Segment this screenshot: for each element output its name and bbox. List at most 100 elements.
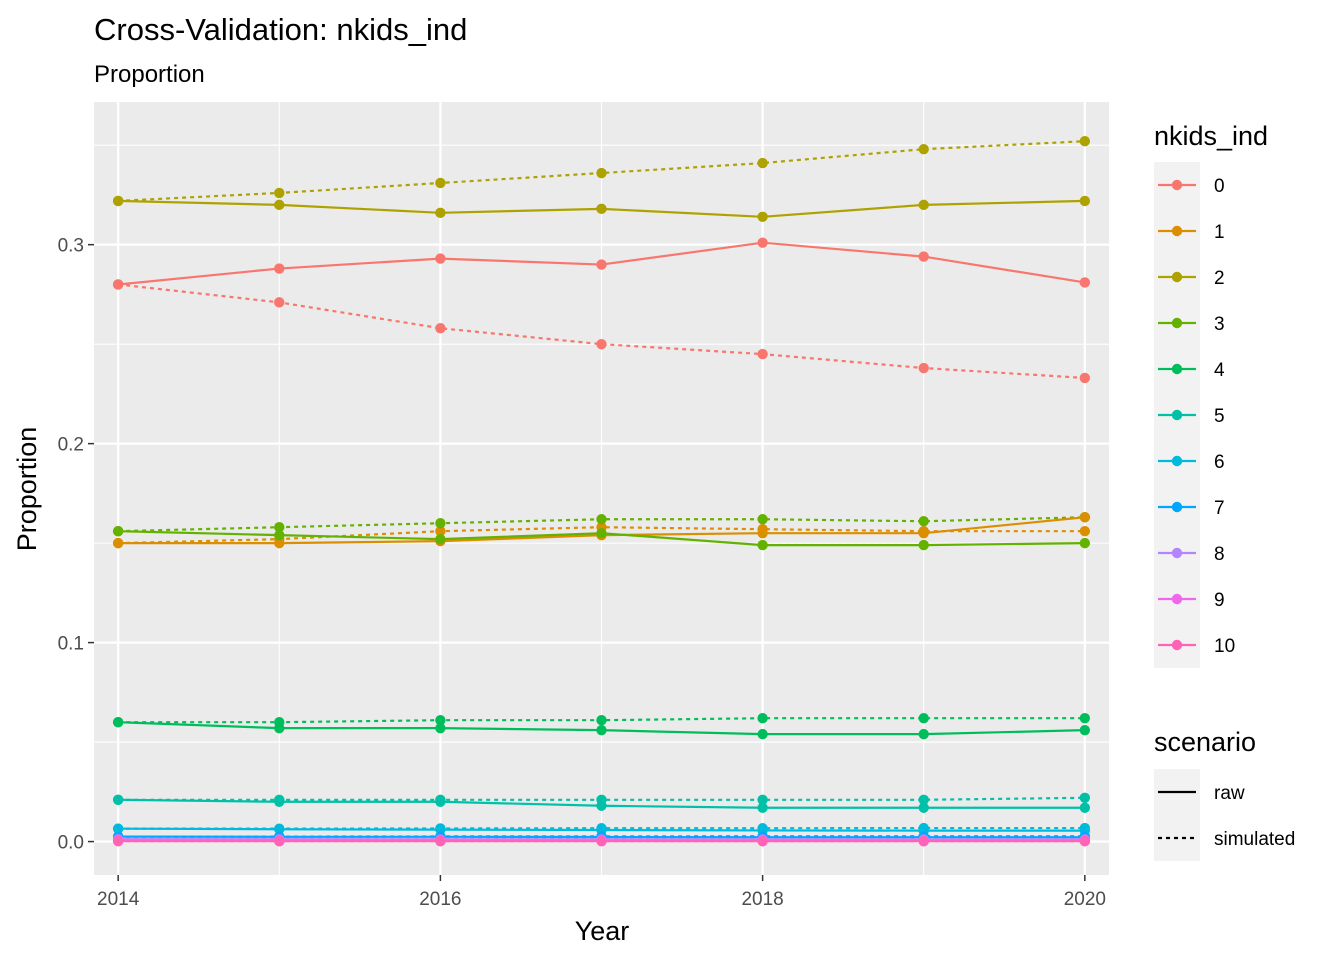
legend-label: 7: [1214, 498, 1225, 519]
color-legend: nkids_ind 0 1 2 3 4 5 6 7 8 9 10: [1154, 121, 1268, 668]
series-3-raw: [112, 525, 1091, 551]
data-point: [274, 529, 285, 541]
y-axis-title: Proportion: [12, 427, 42, 552]
data-point: [435, 177, 446, 189]
data-point: [274, 722, 285, 734]
legend-key-point: [1171, 501, 1183, 513]
legend-label: raw: [1214, 783, 1245, 804]
legend-item-simulated: simulated: [1154, 815, 1295, 861]
series-0-raw: [112, 237, 1091, 290]
data-point: [274, 537, 285, 549]
y-tick-label: 0.1: [58, 634, 84, 655]
data-point: [274, 835, 285, 847]
data-point: [1079, 277, 1091, 288]
data-point: [1079, 512, 1091, 523]
data-point: [1079, 724, 1091, 736]
x-tick-label: 2018: [741, 889, 783, 910]
legend-key-point: [1171, 639, 1183, 651]
data-point: [1079, 537, 1091, 549]
data-point: [112, 823, 124, 834]
legend-item-9: 9: [1154, 576, 1225, 622]
series-layer: [112, 135, 1091, 847]
data-point: [596, 203, 607, 215]
data-point: [1079, 195, 1091, 207]
data-point: [274, 521, 285, 533]
y-tick-label: 0.2: [58, 435, 84, 456]
x-tick-label: 2016: [419, 889, 461, 910]
legend-label: 4: [1214, 360, 1225, 381]
data-point: [112, 537, 124, 549]
data-point: [274, 263, 285, 274]
data-point: [435, 722, 446, 734]
legend-key-point: [1171, 363, 1183, 375]
data-point: [1079, 713, 1091, 724]
data-point: [112, 279, 124, 290]
legend-item-6: 6: [1154, 438, 1225, 484]
legend-key-point: [1171, 317, 1183, 329]
legend-label: 2: [1214, 268, 1225, 289]
series-5-raw: [112, 794, 1091, 813]
legend-label: 5: [1214, 406, 1225, 427]
data-point: [435, 323, 446, 334]
data-point: [596, 800, 607, 811]
y-tick-label: 0.0: [58, 833, 84, 854]
data-point: [435, 824, 446, 835]
data-point: [918, 835, 929, 847]
legend-item-10: 10: [1154, 622, 1235, 668]
legend-item-7: 7: [1154, 484, 1225, 530]
data-point: [112, 835, 124, 847]
data-point: [1079, 372, 1091, 384]
legend-key-point: [1171, 409, 1183, 421]
data-point: [435, 518, 446, 529]
legend-label: 8: [1214, 544, 1225, 565]
data-point: [596, 527, 607, 539]
legend-item-8: 8: [1154, 530, 1225, 576]
data-point: [918, 362, 929, 374]
data-point: [435, 715, 446, 726]
data-point: [918, 527, 929, 539]
series-4-raw: [112, 716, 1091, 740]
data-point: [918, 713, 929, 724]
legend-key-point: [1171, 455, 1183, 467]
chart-subtitle: Proportion: [94, 61, 205, 88]
data-point: [1079, 792, 1091, 803]
data-point: [435, 796, 446, 807]
data-point: [435, 207, 446, 219]
data-point: [274, 796, 285, 807]
data-point: [596, 259, 607, 270]
legend-item-4: 4: [1154, 346, 1225, 392]
data-point: [757, 514, 768, 525]
legend-key-point: [1171, 179, 1183, 191]
legend-key-point: [1171, 593, 1183, 605]
legend-label: 3: [1214, 314, 1225, 335]
data-point: [757, 539, 768, 551]
data-point: [757, 835, 768, 847]
data-point: [918, 728, 929, 740]
legend-item-2: 2: [1154, 254, 1225, 300]
data-point: [1079, 525, 1091, 537]
data-point: [918, 143, 929, 155]
data-point: [274, 297, 285, 308]
data-point: [596, 715, 607, 726]
data-point: [435, 253, 446, 264]
linetype-legend-title: scenario: [1154, 727, 1256, 757]
axes: 2014 2016 2018 2020 0.0 0.1 0.2 0.3: [58, 236, 1106, 910]
linetype-legend: scenario raw simulated: [1154, 727, 1295, 861]
x-tick-label: 2014: [97, 889, 140, 910]
legend-label: 0: [1214, 176, 1225, 197]
data-point: [918, 516, 929, 527]
data-point: [596, 338, 607, 350]
data-point: [274, 199, 285, 211]
data-point: [918, 539, 929, 551]
data-point: [918, 251, 929, 262]
legend-item-1: 1: [1154, 208, 1225, 254]
data-point: [757, 713, 768, 724]
legend-label: 6: [1214, 452, 1225, 473]
data-point: [1079, 835, 1091, 847]
series-2-simulated: [112, 135, 1091, 207]
data-point: [274, 824, 285, 835]
data-point: [757, 728, 768, 740]
legend-label: simulated: [1214, 829, 1295, 850]
data-point: [918, 199, 929, 211]
